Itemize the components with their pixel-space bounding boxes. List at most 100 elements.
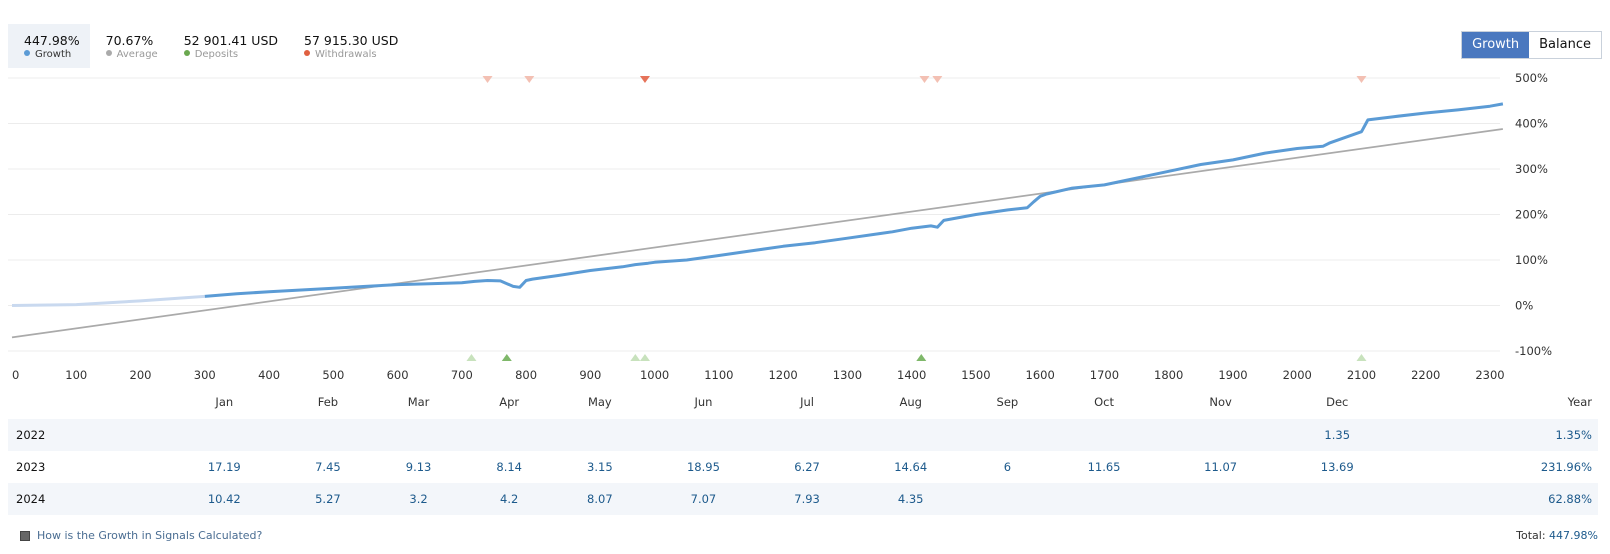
growth-line-early [11,294,205,307]
month-value-cell: 18.95 [686,460,720,474]
month-header: Jan [215,395,234,409]
table-header-row: Jan Feb Mar Apr May Jun Jul Aug Sep Oct Nov Dec Year [8,395,1598,419]
deposits-dot-icon [183,49,190,56]
year-total-cell: 62.88% [1548,492,1592,506]
year-cell: 2023 [16,460,46,474]
growth-dot-icon [24,49,30,56]
x-tick-label: 500 [322,368,344,382]
month-value-cell: 17.19 [207,460,241,474]
month-value-cell [969,419,1046,451]
deposit-marker [466,354,477,361]
deposit-marker [639,354,650,361]
growth-toggle-button[interactable]: Growth [1462,32,1530,58]
month-value-cell [852,419,969,451]
y-tick-label: 300% [1515,162,1548,176]
x-tick-label: 1600 [1026,368,1055,382]
month-value-cell [283,419,374,451]
withdrawal-marker [919,76,930,83]
month-value-cell [1162,419,1279,451]
month-header: Nov [1209,395,1232,409]
help-link-text[interactable]: How is the Growth in Signals Calculated? [37,529,263,542]
x-tick-label: 1200 [768,368,797,382]
x-tick-label: 100 [65,368,87,382]
stat-value: 52 901.41 USD [183,32,279,48]
month-value-cell [762,419,853,451]
x-tick-label: 700 [451,368,473,382]
x-tick-label: 1100 [704,368,733,382]
month-value-cell [1279,483,1396,515]
help-book-icon [20,530,30,541]
stat-growth[interactable]: 447.98% Growth [8,24,90,68]
x-tick-label: 1000 [640,368,669,382]
y-tick-label: 100% [1515,253,1548,267]
x-tick-label: 1300 [833,368,862,382]
month-value-cell: 11.65 [1087,460,1121,474]
year-cell: 2024 [16,492,46,506]
month-header: Mar [407,395,430,409]
deposit-marker [916,354,927,361]
deposit-marker [1356,354,1367,361]
month-value-cell: 7.07 [690,492,717,506]
table-row: 2022 1.35 1.35% [8,419,1598,451]
stat-withdrawals[interactable]: 57 915.30 USD Withdrawals [288,24,408,68]
balance-toggle-button[interactable]: Balance [1529,32,1601,58]
chart-mode-toggle: Growth Balance [1461,31,1602,59]
growth-chart: 500% 400% 300% 200% 100% 0% -100% 0 100 200 300 400… [8,71,1552,382]
month-header: Jul [800,395,815,409]
withdrawal-marker [1356,76,1367,83]
stats-bar: 447.98% Growth 70.67% Average 52 901.41 … [8,24,408,68]
x-tick-label: 200 [130,368,152,382]
month-header: May [587,395,612,409]
month-value-cell: 9.13 [405,460,432,474]
month-value-cell: 4.2 [500,492,519,506]
help-link[interactable]: How is the Growth in Signals Calculated? [20,529,262,542]
x-tick-label: 2000 [1283,368,1312,382]
stat-label: Growth [35,48,72,60]
month-value-cell: 1.35 [1324,428,1351,442]
month-value-cell [1162,483,1279,515]
withdrawal-marker [639,76,650,83]
stat-value: 57 915.30 USD [304,32,399,48]
month-value-cell: 8.14 [496,460,522,474]
month-value-cell [166,419,283,451]
month-header: Oct [1094,395,1114,409]
x-tick-label: 0 [12,368,19,382]
stat-value: 70.67% [105,32,154,48]
deposit-marker [501,354,512,361]
y-tick-label: 200% [1515,208,1548,222]
stat-label: Withdrawals [315,48,377,60]
month-value-cell: 10.42 [207,492,241,506]
total-value: 447.98% [1549,529,1598,542]
month-header: Jun [694,395,713,409]
month-header: Apr [499,395,520,409]
month-value-cell: 11.07 [1204,460,1238,474]
average-dot-icon [105,49,112,56]
month-value-cell [969,483,1046,515]
y-tick-label: -100% [1515,344,1552,358]
year-total-cell: 231.96% [1540,460,1592,474]
total-label: Total: [1516,529,1546,542]
x-tick-label: 2200 [1411,368,1440,382]
withdrawal-marker [524,76,535,83]
month-value-cell: 6 [1003,460,1012,474]
month-value-cell [555,419,646,451]
month-value-cell: 3.2 [409,492,428,506]
table-row: 2023 17.19 7.45 9.13 8.14 3.15 18.95 6.27 14.64 6… [8,451,1598,483]
stat-deposits[interactable]: 52 901.41 USD Deposits [168,24,288,68]
x-tick-label: 900 [579,368,601,382]
x-tick-label: 1400 [897,368,926,382]
month-value-cell: 14.64 [894,460,928,474]
y-tick-label: 500% [1515,71,1548,85]
month-value-cell: 6.27 [794,460,820,474]
month-value-cell [464,419,555,451]
month-header: Dec [1326,395,1349,409]
x-tick-label: 300 [194,368,216,382]
withdrawal-marker [482,76,493,83]
month-value-cell [1046,419,1163,451]
month-header: Feb [317,395,339,409]
month-value-cell: 7.45 [315,460,341,474]
year-total-header: Year [1567,395,1592,409]
monthly-growth-table: Jan Feb Mar Apr May Jun Jul Aug Sep Oct Nov Dec Year… [8,395,1598,515]
total-footer: Total: 447.98% [1516,529,1598,542]
stat-average[interactable]: 70.67% Average [90,24,168,68]
